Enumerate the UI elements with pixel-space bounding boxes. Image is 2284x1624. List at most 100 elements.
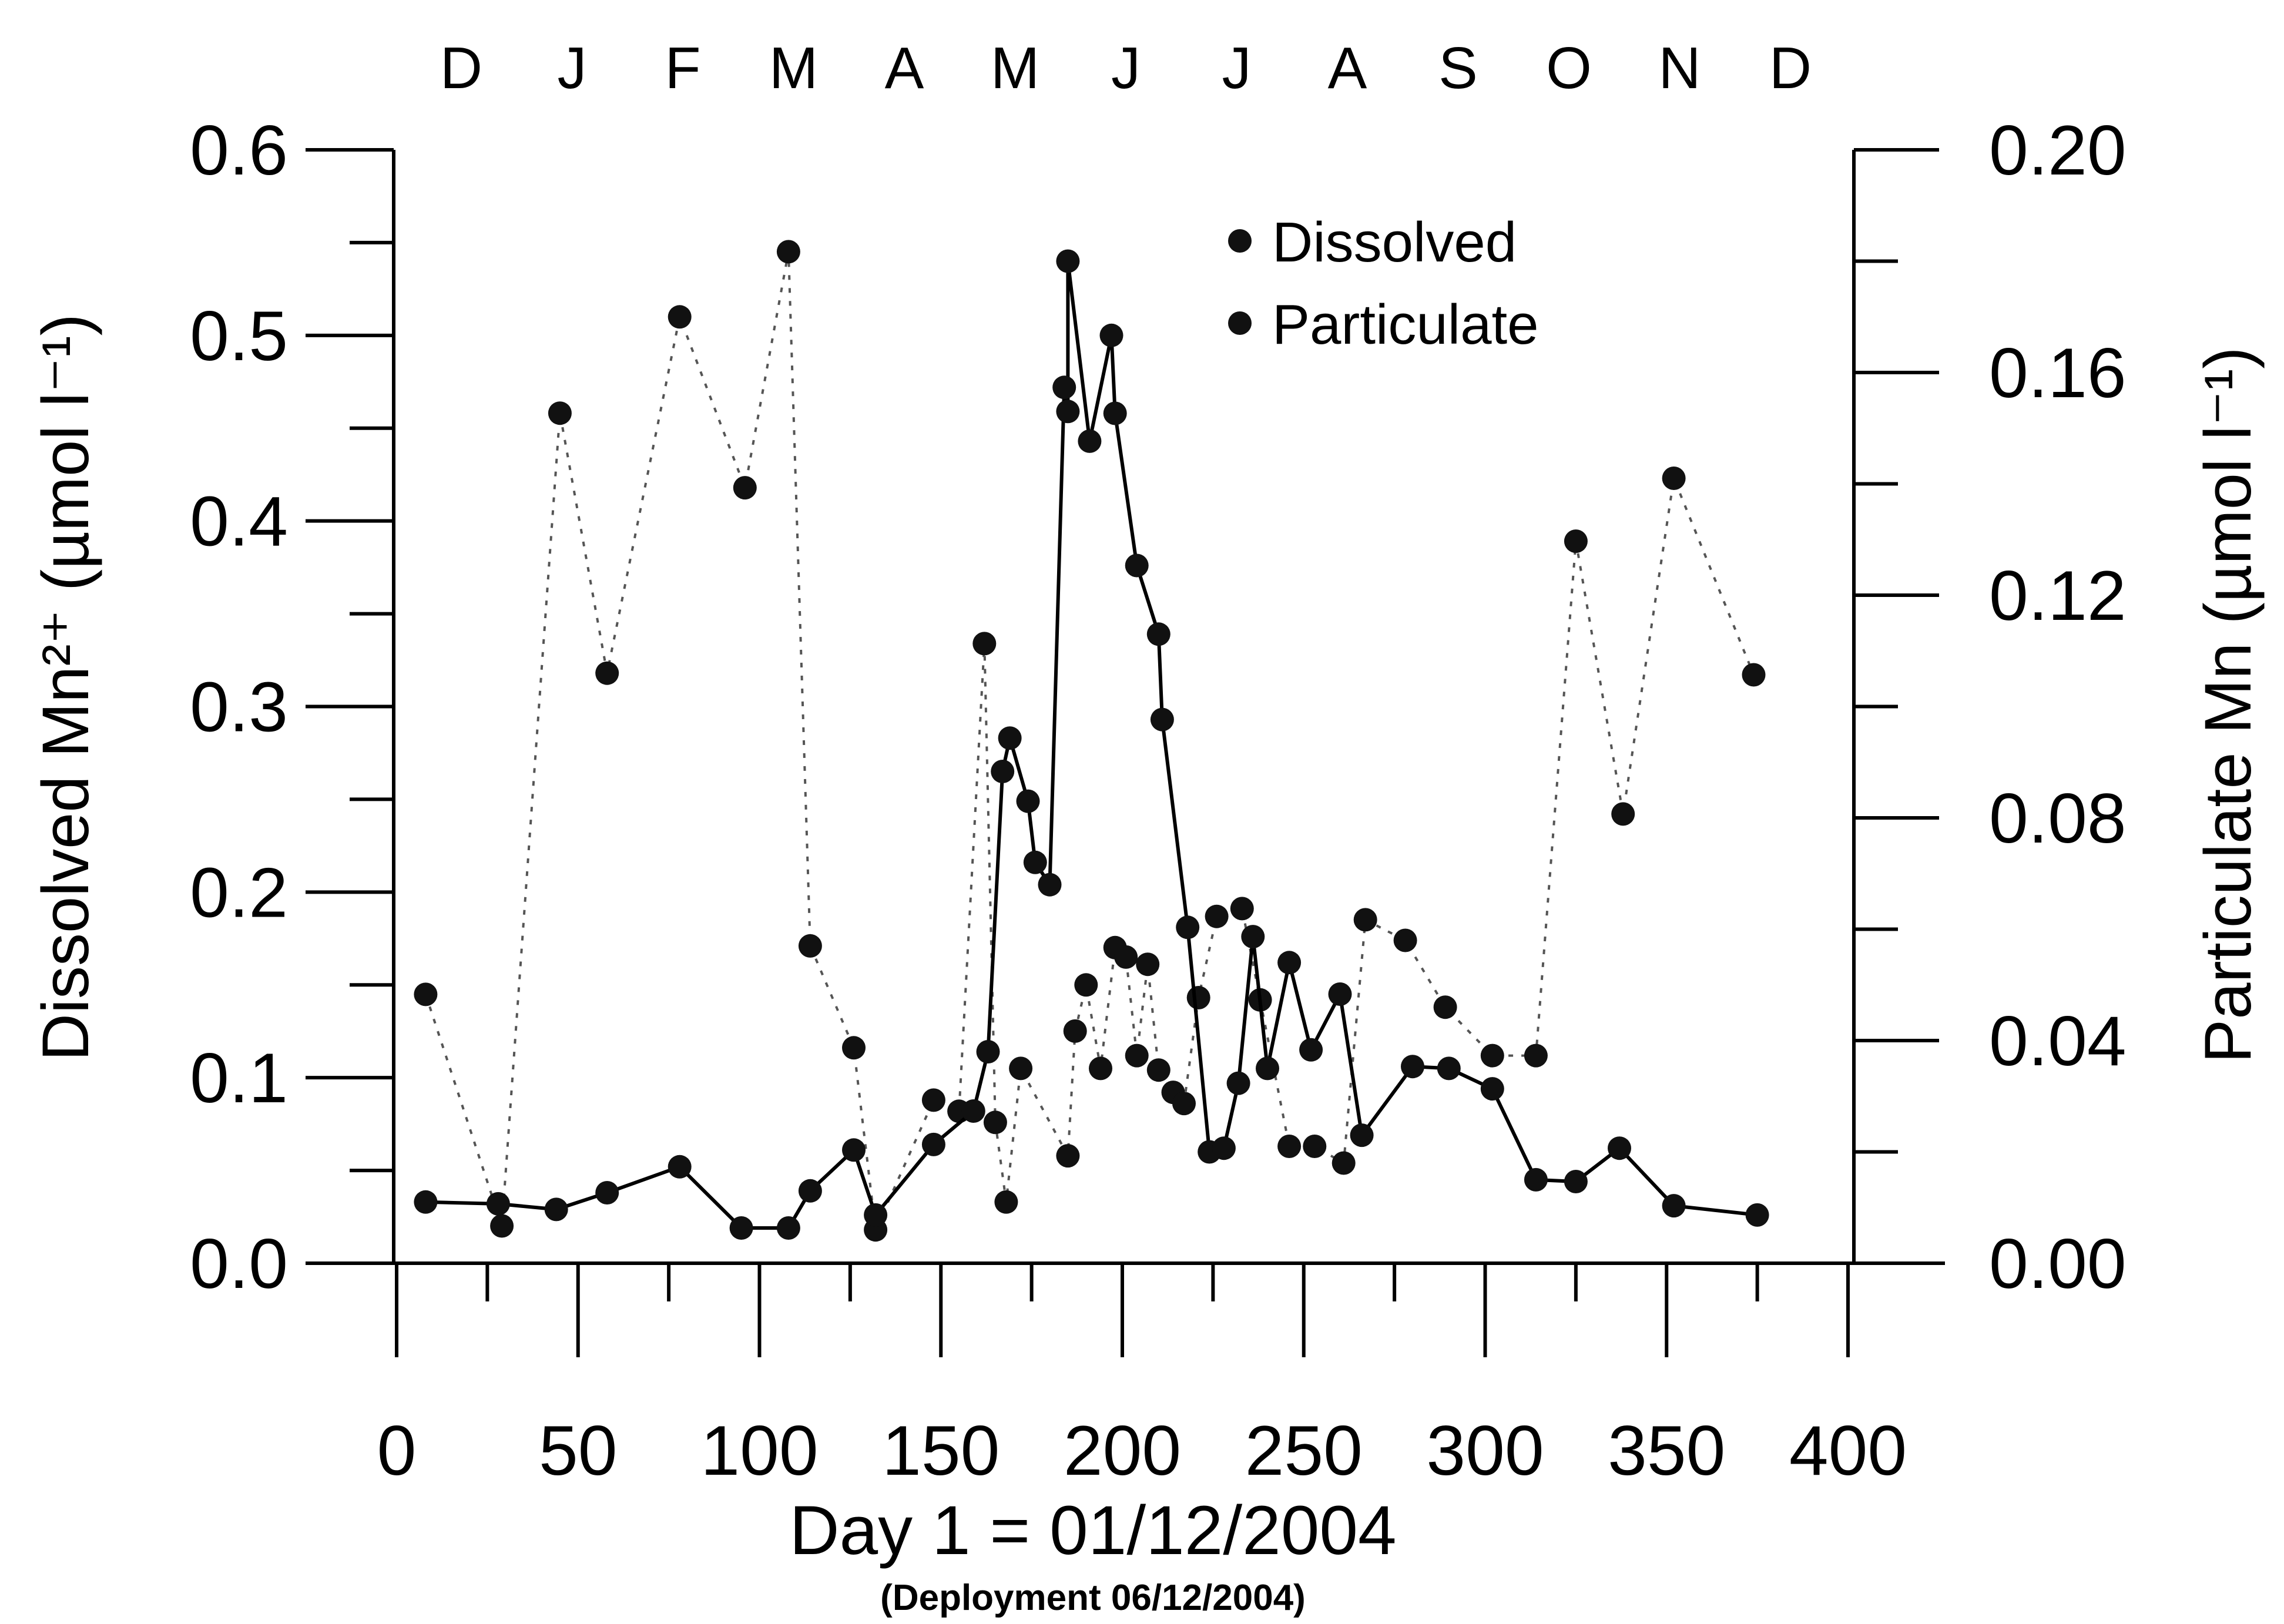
dissolved-point [729, 1216, 753, 1240]
month-label: J [1111, 35, 1141, 101]
dissolved-point [798, 1179, 822, 1203]
left-axis-title: Dissolved Mn²⁺ (µmol l⁻¹) [29, 314, 102, 1061]
particulate-point [1146, 1058, 1170, 1082]
left-tick-label: 0.2 [190, 853, 288, 932]
particulate-point [1230, 897, 1254, 921]
particulate-point [1125, 1043, 1149, 1068]
dissolved-point [668, 1155, 692, 1179]
dissolved-point [1299, 1038, 1323, 1062]
month-label: D [440, 35, 482, 101]
x-tick-label: 400 [1789, 1411, 1907, 1490]
legend-particulate-label: Particulate [1272, 293, 1539, 356]
month-label: J [1222, 35, 1252, 101]
right-tick-label: 0.16 [1989, 334, 2127, 412]
dissolved-series [414, 249, 1769, 1240]
month-label: F [665, 35, 700, 101]
right-tick-label: 0.12 [1989, 556, 2127, 635]
month-label: A [885, 35, 924, 101]
particulate-point [842, 1036, 866, 1060]
dissolved-point [1212, 1136, 1236, 1160]
dissolved-point [1277, 951, 1302, 975]
left-tick-label: 0.1 [190, 1039, 288, 1118]
particulate-point [1524, 1043, 1548, 1068]
month-label: S [1438, 35, 1478, 101]
dissolved-point [1662, 1194, 1686, 1218]
month-label: M [991, 35, 1039, 101]
dissolved-point [1745, 1203, 1769, 1227]
particulate-point [1172, 1092, 1196, 1116]
dissolved-point [998, 726, 1022, 750]
left-tick-label: 0.0 [190, 1224, 288, 1303]
dissolved-point [1052, 375, 1076, 400]
month-label: D [1769, 35, 1812, 101]
particulate-point [776, 240, 800, 264]
right-tick-label: 0.20 [1989, 111, 2127, 190]
x-axis-subtitle: (Deployment 06/12/2004) [880, 1578, 1306, 1618]
particulate-point [1433, 995, 1457, 1019]
right-tick-label: 0.00 [1989, 1224, 2127, 1303]
dissolved-point [1078, 429, 1102, 453]
dissolved-point [1150, 707, 1174, 732]
particulate-point [1480, 1043, 1504, 1068]
particulate-point [1742, 663, 1766, 687]
particulate-point [1136, 952, 1160, 977]
dissolved-point [842, 1138, 866, 1162]
dissolved-point [776, 1216, 800, 1240]
dissolved-point [1038, 873, 1062, 897]
legend-dissolved-label: Dissolved [1272, 211, 1517, 274]
particulate-point [1332, 1151, 1356, 1175]
month-label: M [769, 35, 818, 101]
particulate-point [994, 1190, 1018, 1214]
particulate-point [1056, 1144, 1080, 1168]
x-tick-label: 250 [1245, 1411, 1363, 1490]
dissolved-point [1241, 925, 1265, 949]
dissolved-point [921, 1132, 945, 1156]
particulate-point [1353, 908, 1377, 932]
dissolved-point [1350, 1123, 1374, 1147]
dissolved-point [1103, 401, 1127, 425]
dissolved-point [1146, 622, 1170, 646]
dissolved-point [1256, 1056, 1279, 1081]
particulate-point [983, 1110, 1007, 1135]
particulate-point [733, 476, 757, 500]
particulate-point [972, 632, 997, 656]
left-tick-label: 0.4 [190, 482, 288, 561]
legend: Dissolved Particulate [1228, 211, 1539, 356]
x-tick-label: 350 [1608, 1411, 1725, 1490]
x-tick-label: 100 [700, 1411, 818, 1490]
left-tick-label: 0.6 [190, 111, 288, 190]
dissolved-point [544, 1197, 568, 1222]
particulate-point [1186, 986, 1210, 1009]
dissolved-point [1328, 982, 1352, 1006]
dissolved-point [1401, 1055, 1424, 1079]
dissolved-point [1524, 1167, 1548, 1192]
right-tick-label: 0.08 [1989, 779, 2127, 858]
left-tick-label: 0.3 [190, 668, 288, 747]
dissolved-point [1176, 915, 1200, 939]
particulate-point [668, 305, 692, 329]
particulate-point [1114, 945, 1138, 969]
particulate-point [1277, 1135, 1302, 1158]
dissolved-point [1056, 400, 1080, 424]
month-label: A [1328, 35, 1367, 101]
particulate-point [1063, 1019, 1087, 1043]
dissolved-point [976, 1040, 1000, 1063]
x-tick-label: 0 [377, 1411, 417, 1490]
legend-dissolved-marker [1228, 229, 1252, 253]
left-tick-label: 0.5 [190, 297, 288, 375]
dissolved-point [1016, 789, 1040, 813]
particulate-point [1205, 904, 1229, 928]
legend-particulate-marker [1228, 311, 1252, 335]
particulate-point [798, 934, 822, 958]
particulate-point [1611, 802, 1635, 826]
x-tick-label: 200 [1064, 1411, 1181, 1490]
right-tick-label: 0.04 [1989, 1002, 2127, 1081]
particulate-point [490, 1214, 514, 1238]
x-axis-title: Day 1 = 01/12/2004 [789, 1492, 1396, 1569]
particulate-point [921, 1088, 945, 1112]
particulate-point [1009, 1056, 1033, 1081]
particulate-point [1303, 1135, 1327, 1158]
dissolved-point [1125, 553, 1149, 578]
particulate-series [414, 240, 1766, 1242]
